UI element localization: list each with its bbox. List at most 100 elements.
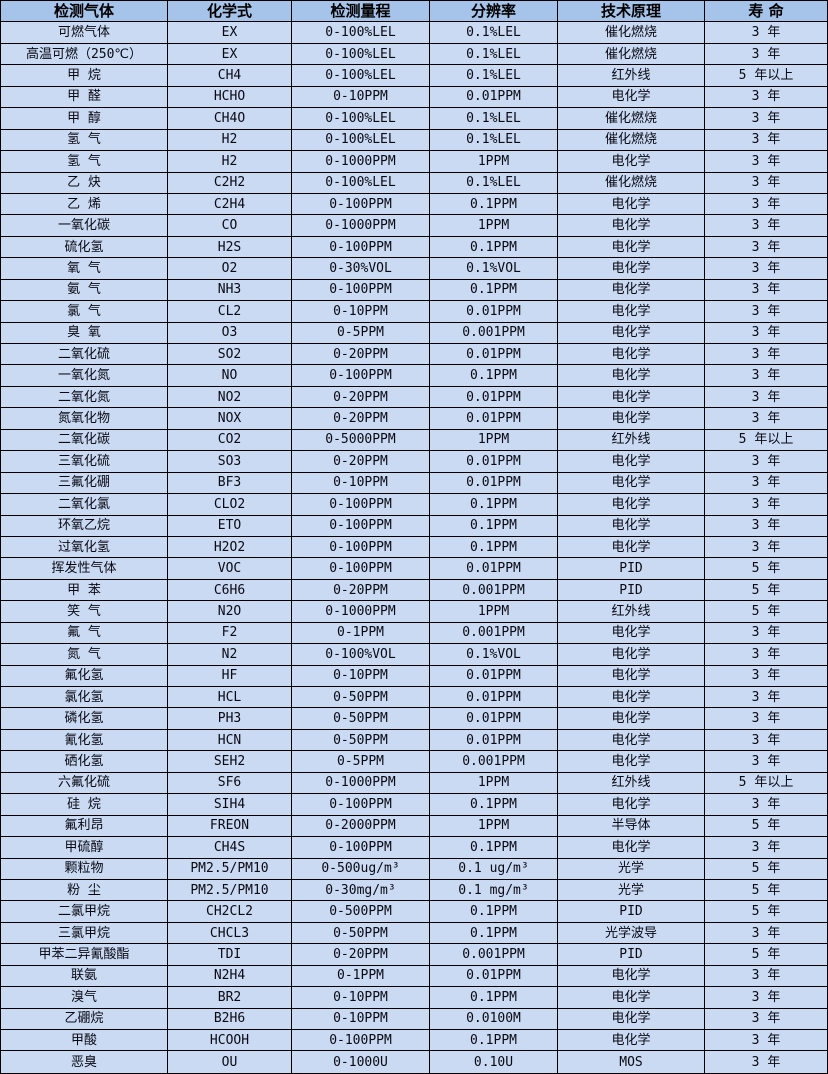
cell-technology-principle: 红外线 [558, 65, 705, 87]
cell-resolution: 0.001PPM [430, 322, 558, 344]
cell-resolution: 0.1PPM [430, 236, 558, 259]
cell-detection-range: 0-100PPM [292, 536, 430, 559]
cell-lifespan: 3 年 [705, 1009, 827, 1030]
cell-resolution: 0.01PPM [430, 708, 558, 730]
cell-technology-principle: 电化学 [558, 987, 705, 1009]
cell-detection-range: 0-20PPM [292, 408, 430, 430]
cell-technology-principle: 电化学 [558, 451, 705, 473]
cell-resolution: 0.01PPM [430, 344, 558, 366]
table-row: 挥发性气体 VOC 0-100PPM 0.01PPM PID 5 年 [1, 558, 827, 580]
table-row: 甲 烷 CH4 0-100%LEL 0.1%LEL 红外线 5 年以上 [1, 65, 827, 87]
table-row: 一氧化氮 NO 0-100PPM 0.1PPM 电化学 3 年 [1, 365, 827, 387]
cell-resolution: 0.1 mg/m³ [430, 879, 558, 902]
cell-lifespan: 3 年 [705, 173, 827, 194]
table-row: 甲 苯 C6H6 0-20PPM 0.001PPM PID 5 年 [1, 579, 827, 602]
cell-resolution: 0.01PPM [430, 408, 558, 430]
cell-chemical-formula: C2H4 [168, 193, 292, 216]
cell-resolution: 0.1PPM [430, 515, 558, 537]
cell-chemical-formula: PH3 [168, 708, 292, 730]
cell-chemical-formula: B2H6 [168, 1008, 292, 1030]
cell-gas-name: 甲苯二异氰酸酯 [1, 944, 168, 966]
cell-chemical-formula: O2 [168, 258, 292, 280]
cell-detection-range: 0-1PPM [292, 965, 430, 988]
cell-lifespan: 3 年 [705, 473, 827, 495]
table-row: 乙 烯 C2H4 0-100PPM 0.1PPM 电化学 3 年 [1, 193, 827, 216]
cell-detection-range: 0-20PPM [292, 944, 430, 966]
cell-technology-principle: MOS [558, 1051, 705, 1073]
cell-gas-name: 三氟化硼 [1, 472, 168, 495]
cell-resolution: 0.1 ug/m³ [430, 858, 558, 880]
cell-chemical-formula: HCHO [168, 86, 292, 109]
col-header-lifespan: 寿 命 [705, 1, 827, 23]
cell-detection-range: 0-10PPM [292, 472, 430, 495]
table-row: 磷化氢 PH3 0-50PPM 0.01PPM 电化学 3 年 [1, 708, 827, 730]
cell-detection-range: 0-100%LEL [292, 22, 430, 44]
cell-technology-principle: 电化学 [558, 236, 705, 259]
cell-gas-name: 恶臭 [1, 1051, 168, 1073]
cell-gas-name: 过氧化氢 [1, 536, 168, 559]
cell-lifespan: 5 年以上 [705, 773, 827, 795]
cell-technology-principle: 电化学 [558, 193, 705, 216]
cell-resolution: 0.1PPM [430, 901, 558, 923]
table-row: 三氟化硼 BF3 0-10PPM 0.01PPM 电化学 3 年 [1, 472, 827, 495]
cell-detection-range: 0-100PPM [292, 794, 430, 816]
cell-technology-principle: 催化燃烧 [558, 108, 705, 130]
cell-detection-range: 0-1000PPM [292, 772, 430, 795]
cell-technology-principle: 电化学 [558, 837, 705, 859]
table-row: 氨 气 NH3 0-100PPM 0.1PPM 电化学 3 年 [1, 279, 827, 302]
cell-resolution: 0.1%LEL [430, 108, 558, 130]
cell-chemical-formula: CH4 [168, 65, 292, 87]
cell-resolution: 0.001PPM [430, 579, 558, 602]
cell-chemical-formula: CH2CL2 [168, 901, 292, 923]
cell-lifespan: 3 年 [705, 408, 827, 430]
cell-gas-name: 二氧化碳 [1, 429, 168, 452]
cell-resolution: 1PPM [430, 215, 558, 237]
cell-gas-name: 甲 醇 [1, 108, 168, 130]
cell-chemical-formula: NO [168, 365, 292, 387]
table-row: 三氯甲烷 CHCL3 0-50PPM 0.1PPM 光学波导 3 年 [1, 922, 827, 945]
cell-resolution: 0.001PPM [430, 751, 558, 773]
table-row: 氯 气 CL2 0-10PPM 0.01PPM 电化学 3 年 [1, 301, 827, 323]
cell-technology-principle: 电化学 [558, 472, 705, 495]
cell-resolution: 0.01PPM [430, 665, 558, 687]
cell-technology-principle: 电化学 [558, 644, 705, 666]
cell-detection-range: 0-50PPM [292, 687, 430, 709]
cell-lifespan: 3 年 [705, 837, 827, 859]
table-row: 氢 气 H2 0-1000PPM 1PPM 电化学 3 年 [1, 151, 827, 173]
cell-detection-range: 0-1000PPM [292, 151, 430, 173]
cell-lifespan: 3 年 [705, 516, 827, 537]
table-row: 硒化氢 SEH2 0-5PPM 0.001PPM 电化学 3 年 [1, 751, 827, 773]
col-header-technology: 技术原理 [558, 1, 705, 23]
cell-lifespan: 3 年 [751, 1054, 781, 1070]
cell-lifespan: 3 年 [705, 344, 827, 366]
cell-detection-range: 0-100PPM [292, 193, 430, 216]
cell-detection-range: 0-10PPM [292, 301, 430, 323]
table-row: 二氧化氮 NO2 0-20PPM 0.01PPM 电化学 3 年 [1, 386, 827, 409]
cell-resolution: 0.0100M [430, 1008, 558, 1030]
cell-chemical-formula: N2 [168, 644, 292, 666]
cell-lifespan: 5 年 [705, 901, 827, 923]
cell-resolution: 0.01PPM [430, 472, 558, 495]
cell-technology-principle: PID [558, 944, 705, 966]
cell-resolution: 0.001PPM [430, 622, 558, 645]
cell-technology-principle: 电化学 [558, 708, 705, 730]
table-row: 乙 炔 C2H2 0-100%LEL 0.1%LEL 催化燃烧 3 年 [1, 172, 827, 194]
cell-technology-principle: 光学 [558, 879, 705, 902]
cell-resolution: 0.1PPM [430, 279, 558, 302]
cell-gas-name: 氯化氢 [1, 687, 168, 709]
cell-detection-range: 0-100PPM [292, 515, 430, 537]
cell-gas-name: 氟利昂 [1, 815, 168, 838]
table-row: 甲酸 HCOOH 0-100PPM 0.1PPM 电化学 3 年 [1, 1030, 827, 1052]
cell-gas-name: 氢 气 [1, 151, 168, 173]
cell-technology-principle: 电化学 [558, 301, 705, 323]
table-row: 氮 气 N2 0-100%VOL 0.1%VOL 电化学 3 年 [1, 644, 827, 666]
cell-resolution: 0.1%LEL [430, 22, 558, 44]
cell-gas-name: 甲 烷 [1, 65, 168, 87]
cell-chemical-formula: CO [168, 215, 292, 237]
table-row: 高温可燃（250℃） EX 0-100%LEL 0.1%LEL 催化燃烧 3 年 [1, 43, 827, 66]
table-row: 氢 气 H2 0-100%LEL 0.1%LEL 催化燃烧 3 年 [1, 129, 827, 152]
cell-gas-name: 一氧化氮 [1, 365, 168, 387]
cell-gas-name: 硅 烷 [1, 794, 168, 816]
cell-technology-principle: 催化燃烧 [558, 172, 705, 194]
cell-resolution: 0.01PPM [430, 386, 558, 409]
